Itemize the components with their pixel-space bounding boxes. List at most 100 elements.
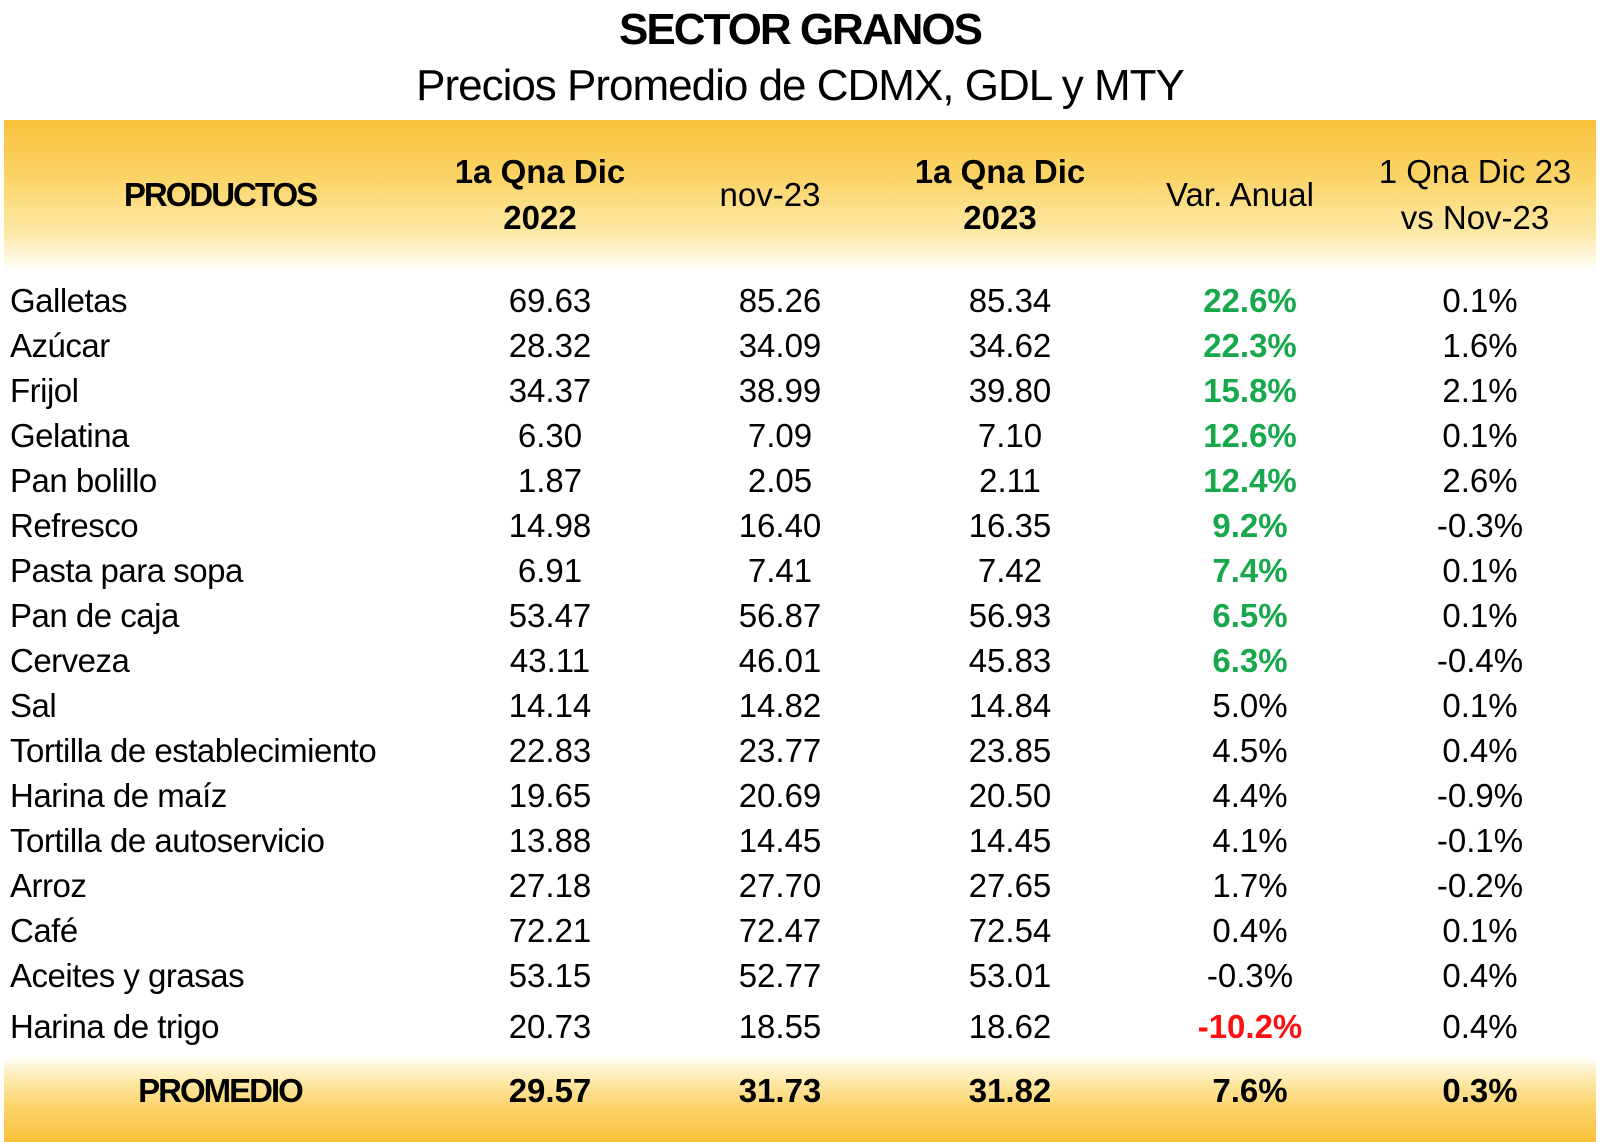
- row-dic-2022: 14.14: [508, 687, 592, 724]
- row-dic-2022: 53.47: [508, 597, 592, 634]
- row-producto: Refresco: [10, 507, 139, 544]
- header-var-mensual-line2: vs Nov-23: [1400, 199, 1550, 236]
- row-var-mensual: 0.1%: [1442, 552, 1518, 589]
- row-var-mensual: -0.4%: [1436, 642, 1524, 679]
- row-dic-2023: 56.93: [968, 597, 1052, 634]
- row-producto: Arroz: [10, 867, 87, 904]
- row-nov-23: 16.40: [738, 507, 822, 544]
- table-row: Café 72.21 72.47 72.54 0.4% 0.1%: [0, 908, 1600, 954]
- row-dic-2022: 53.15: [508, 957, 592, 994]
- header-dic-2023-line2: 2023: [963, 199, 1037, 236]
- row-producto: Harina de maíz: [10, 777, 227, 814]
- header-dic-2023-line1: 1a Qna Dic: [914, 153, 1086, 190]
- row-nov-23: 27.70: [738, 867, 822, 904]
- row-producto: Pan de caja: [10, 597, 179, 634]
- row-nov-23: 14.82: [738, 687, 822, 724]
- row-dic-2023: 72.54: [968, 912, 1052, 949]
- row-var-mensual: -0.1%: [1436, 822, 1524, 859]
- header-var-mensual: 1 Qna Dic 23 vs Nov-23: [1350, 120, 1600, 270]
- table-row: Pan bolillo 1.87 2.05 2.11 12.4% 2.6%: [0, 458, 1600, 504]
- row-dic-2023: 14.45: [968, 822, 1052, 859]
- row-var-mensual: 0.1%: [1442, 417, 1518, 454]
- row-nov-23: 46.01: [738, 642, 822, 679]
- row-var-anual: 5.0%: [1212, 687, 1288, 724]
- row-nov-23: 23.77: [738, 732, 822, 769]
- row-producto: Tortilla de establecimiento: [10, 732, 377, 769]
- row-var-mensual: 0.4%: [1442, 1008, 1518, 1045]
- footer-nov-23: 31.73: [738, 1072, 822, 1109]
- row-dic-2023: 39.80: [968, 372, 1052, 409]
- row-nov-23: 52.77: [738, 957, 822, 994]
- table-row: Tortilla de autoservicio 13.88 14.45 14.45 4…: [0, 818, 1600, 864]
- row-nov-23: 34.09: [738, 327, 822, 364]
- row-var-anual: -0.3%: [1206, 957, 1294, 994]
- header-productos: PRODUCTOS: [123, 176, 318, 213]
- header-dic-2023: 1a Qna Dic 2023: [890, 120, 1110, 270]
- row-dic-2023: 7.10: [977, 417, 1043, 454]
- table-row: Azúcar 28.32 34.09 34.62 22.3% 1.6%: [0, 323, 1600, 369]
- table-row: Arroz 27.18 27.70 27.65 1.7% -0.2%: [0, 863, 1600, 909]
- row-dic-2022: 22.83: [508, 732, 592, 769]
- row-producto: Pan bolillo: [10, 462, 157, 499]
- row-dic-2023: 2.11: [979, 462, 1041, 499]
- table-row: Frijol 34.37 38.99 39.80 15.8% 2.1%: [0, 368, 1600, 414]
- footer-var-mensual: 0.3%: [1442, 1072, 1518, 1109]
- header-dic-2022-line2: 2022: [503, 199, 577, 236]
- row-dic-2023: 23.85: [968, 732, 1052, 769]
- row-var-anual: 9.2%: [1212, 507, 1288, 544]
- row-dic-2023: 16.35: [968, 507, 1052, 544]
- row-nov-23: 7.09: [747, 417, 813, 454]
- table-footer-band: [4, 1055, 1596, 1142]
- footer-label: PROMEDIO: [138, 1072, 304, 1109]
- header-dic-2022-line1: 1a Qna Dic: [454, 153, 626, 190]
- table-row: Harina de maíz 19.65 20.69 20.50 4.4% -0.9%: [0, 773, 1600, 819]
- row-nov-23: 20.69: [738, 777, 822, 814]
- row-producto: Pasta para sopa: [10, 552, 243, 589]
- header-var-anual: Var. Anual: [1165, 176, 1314, 213]
- row-dic-2022: 72.21: [508, 912, 592, 949]
- row-dic-2022: 28.32: [508, 327, 592, 364]
- page-subtitle: Precios Promedio de CDMX, GDL y MTY: [416, 61, 1185, 110]
- row-var-anual: 6.5%: [1212, 597, 1288, 634]
- row-dic-2023: 85.34: [968, 282, 1052, 319]
- header-dic-2022: 1a Qna Dic 2022: [430, 120, 650, 270]
- row-producto: Tortilla de autoservicio: [10, 822, 325, 859]
- row-producto: Aceites y grasas: [10, 957, 245, 994]
- row-dic-2022: 6.30: [517, 417, 583, 454]
- row-dic-2023: 7.42: [977, 552, 1043, 589]
- header-nov-23: nov-23: [719, 176, 821, 213]
- row-dic-2023: 34.62: [968, 327, 1052, 364]
- row-producto: Harina de trigo: [10, 1008, 219, 1045]
- row-dic-2022: 6.91: [517, 552, 583, 589]
- row-dic-2022: 19.65: [508, 777, 592, 814]
- table-row: Pan de caja 53.47 56.87 56.93 6.5% 0.1%: [0, 593, 1600, 639]
- row-dic-2023: 45.83: [968, 642, 1052, 679]
- row-var-mensual: 0.4%: [1442, 732, 1518, 769]
- row-producto: Cerveza: [10, 642, 130, 679]
- row-nov-23: 18.55: [738, 1008, 822, 1045]
- table-row: Sal 14.14 14.82 14.84 5.0% 0.1%: [0, 683, 1600, 729]
- table-row: Aceites y grasas 53.15 52.77 53.01 -0.3% 0.4%: [0, 953, 1600, 999]
- row-producto: Galletas: [10, 282, 128, 319]
- row-producto: Gelatina: [10, 417, 129, 454]
- table-row: Harina de trigo 20.73 18.55 18.62 -10.2% 0.4%: [0, 1004, 1600, 1050]
- row-producto: Azúcar: [10, 327, 110, 364]
- row-dic-2022: 34.37: [508, 372, 592, 409]
- row-nov-23: 72.47: [738, 912, 822, 949]
- row-producto: Frijol: [10, 372, 79, 409]
- row-nov-23: 14.45: [738, 822, 822, 859]
- row-var-anual: 15.8%: [1203, 372, 1297, 409]
- footer-dic-2023: 31.82: [968, 1072, 1052, 1109]
- row-nov-23: 2.05: [747, 462, 813, 499]
- table-row: Cerveza 43.11 46.01 45.83 6.3% -0.4%: [0, 638, 1600, 684]
- row-var-anual: 6.3%: [1212, 642, 1288, 679]
- row-var-anual: 12.6%: [1203, 417, 1297, 454]
- row-var-mensual: 2.1%: [1442, 372, 1518, 409]
- row-dic-2022: 20.73: [508, 1008, 592, 1045]
- row-producto: Sal: [10, 687, 57, 724]
- row-dic-2022: 27.18: [508, 867, 592, 904]
- row-var-anual: 12.4%: [1203, 462, 1297, 499]
- row-var-mensual: -0.2%: [1436, 867, 1524, 904]
- row-var-anual: 4.1%: [1212, 822, 1288, 859]
- row-var-mensual: 1.6%: [1442, 327, 1518, 364]
